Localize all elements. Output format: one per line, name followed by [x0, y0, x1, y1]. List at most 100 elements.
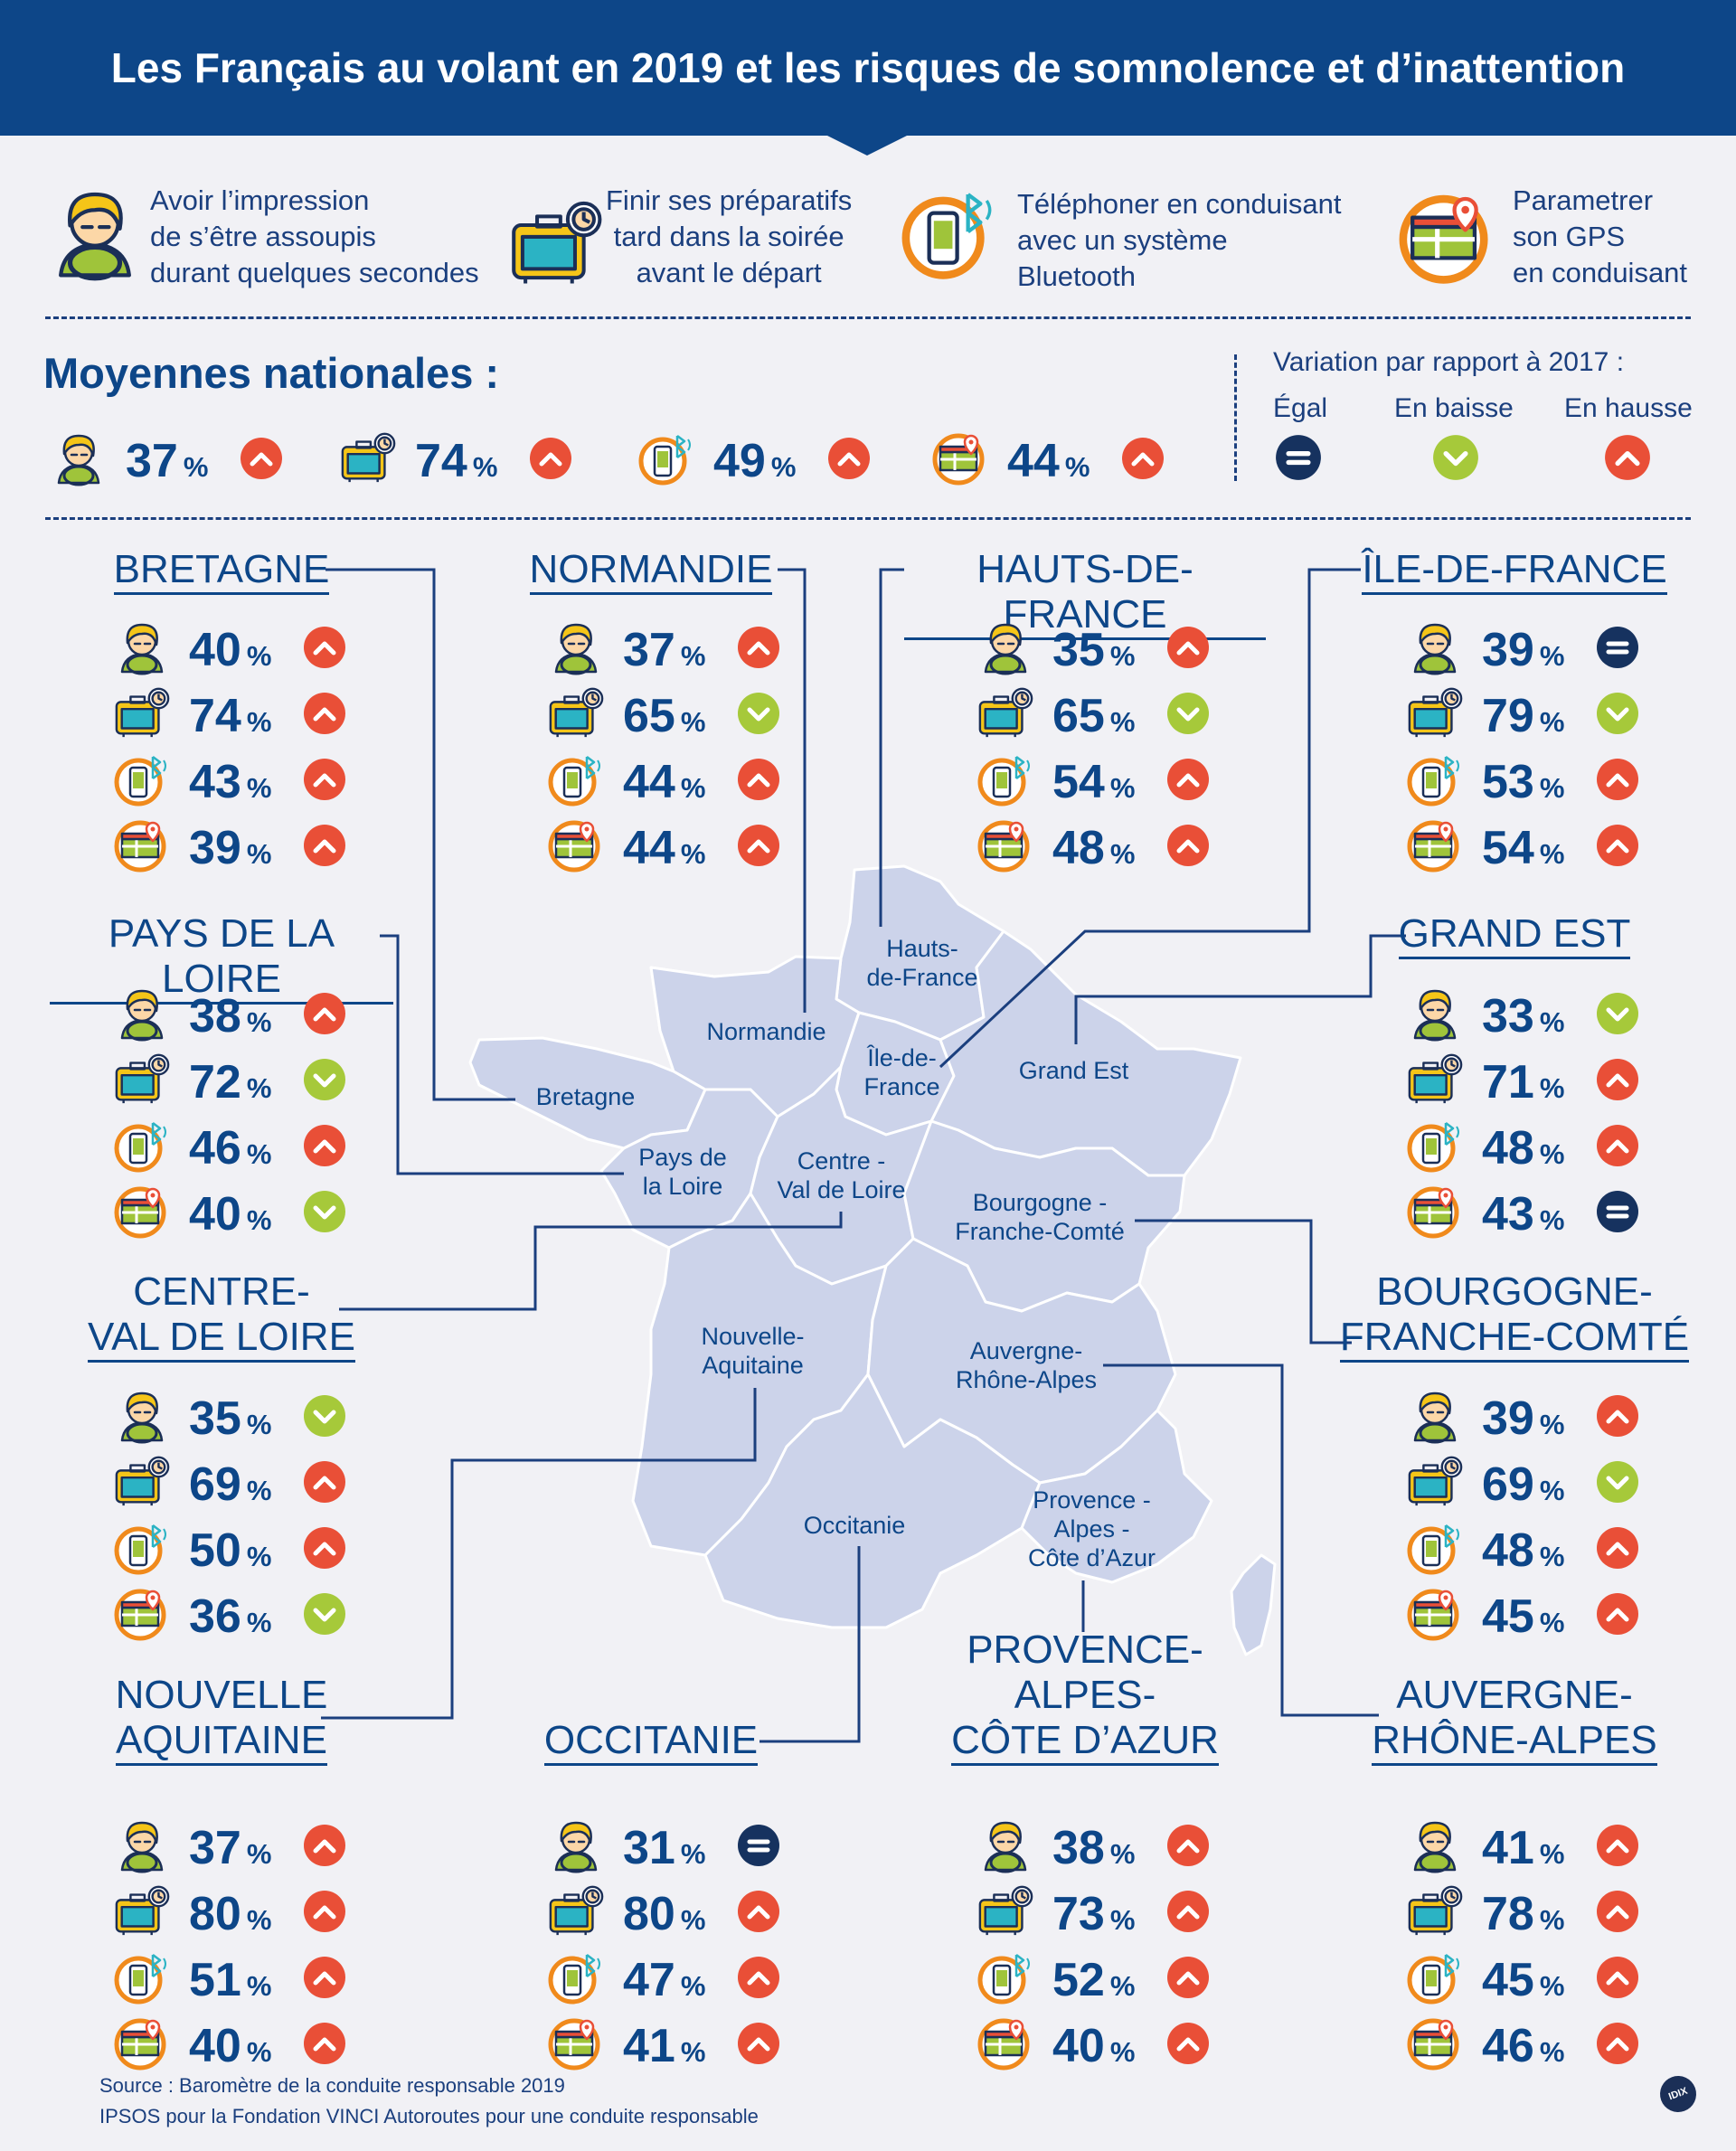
stat-number: 44: [623, 822, 675, 874]
region-stat: 37%: [547, 619, 782, 675]
region-stat: 31%: [547, 1817, 782, 1873]
region-stat: 45%: [1406, 1586, 1641, 1642]
stat-value: 79%: [1482, 691, 1564, 748]
stat-value: 80%: [189, 1889, 271, 1946]
stat-value: 38%: [189, 991, 271, 1048]
stat-value: 41%: [1482, 1823, 1564, 1880]
suitcase-clock-icon: [506, 199, 606, 289]
down-trend-icon: [1596, 992, 1639, 1035]
region-title-occitanie: OCCITANIE: [515, 1718, 787, 1766]
legend-text-drowsy: Avoir l’impression de s’être assoupis du…: [150, 184, 479, 288]
map-label-nouvelle-aquitaine: Nouvelle- Aquitaine: [701, 1323, 805, 1379]
stat-value: 40%: [189, 2021, 271, 2078]
stat-value: 45%: [1482, 1955, 1564, 2012]
phone-bluetooth-icon: [900, 179, 999, 288]
stat-number: 65: [623, 690, 675, 742]
region-stat: 40%: [113, 2015, 348, 2071]
stat-value: 80%: [623, 1889, 705, 1946]
percent-sign: %: [1539, 1970, 1565, 2002]
drowsy-driver-icon: [976, 619, 1034, 675]
stat-number: 72: [189, 1056, 241, 1109]
region-stat: 36%: [113, 1586, 348, 1642]
stat-value: 73%: [1052, 1889, 1135, 1946]
up-trend-icon: [303, 692, 346, 735]
equal-trend-icon: [1275, 434, 1322, 481]
page-title: Les Français au volant en 2019 et les ri…: [110, 44, 1626, 91]
stat-value: 74%: [415, 436, 497, 493]
stat-number: 44: [623, 756, 675, 808]
up-trend-icon: [240, 437, 283, 480]
suitcase-clock-icon: [113, 1883, 171, 1939]
region-stat: 41%: [1406, 1817, 1641, 1873]
legend-item-gps: Parametrer son GPS en conduisant: [1397, 179, 1704, 297]
region-title-ile-de-france: ÎLE-DE-FRANCE: [1352, 547, 1677, 595]
phone-bluetooth-icon: [547, 751, 605, 807]
suitcase-clock-icon: [1406, 1052, 1464, 1108]
stat-value: 40%: [189, 625, 271, 682]
percent-sign: %: [246, 1138, 272, 1170]
region-title-bretagne: BRETAGNE: [86, 547, 357, 595]
stat-value: 50%: [189, 1525, 271, 1582]
gps-map-icon: [113, 1184, 171, 1240]
stat-number: 74: [189, 690, 241, 742]
variation-down-label: En baisse: [1394, 393, 1514, 423]
stat-number: 33: [1482, 990, 1534, 1042]
gps-map-icon: [931, 430, 989, 486]
stat-value: 48%: [1482, 1123, 1564, 1180]
up-trend-icon: [1596, 1956, 1639, 1999]
percent-sign: %: [1539, 1541, 1565, 1572]
region-stat: 50%: [113, 1520, 348, 1576]
percent-sign: %: [680, 772, 706, 804]
percent-sign: %: [680, 706, 706, 738]
percent-sign: %: [1539, 772, 1565, 804]
legend-text-phone: Téléphoner en conduisant avec un système…: [1017, 188, 1342, 292]
drowsy-driver-icon: [113, 986, 171, 1042]
connector-hauts: [879, 568, 904, 927]
phone-bluetooth-icon: [547, 1949, 605, 2005]
phone-bluetooth-icon: [976, 1949, 1034, 2005]
header-notch: [824, 134, 910, 156]
stat-value: 39%: [1482, 625, 1564, 682]
up-trend-icon: [303, 758, 346, 801]
percent-sign: %: [1109, 2036, 1136, 2068]
up-trend-icon: [1121, 437, 1165, 480]
stat-value: 40%: [189, 1189, 271, 1246]
stat-value: 44%: [623, 757, 705, 814]
connector-auvergne: [1103, 1363, 1379, 1717]
connector-normandie: [778, 568, 807, 1013]
region-title-bourgogne: BOURGOGNE- FRANCHE-COMTÉ: [1334, 1269, 1695, 1363]
stat-number: 35: [1052, 624, 1105, 676]
region-stat: 71%: [1406, 1052, 1641, 1108]
stat-number: 80: [189, 1888, 241, 1940]
region-title-grand-est: GRAND EST: [1397, 911, 1632, 959]
stat-value: 46%: [1482, 2021, 1564, 2078]
stat-number: 79: [1482, 690, 1534, 742]
region-stat: 69%: [1406, 1454, 1641, 1510]
up-trend-icon: [1596, 1526, 1639, 1570]
stat-number: 39: [189, 822, 241, 874]
region-stat: 53%: [1406, 751, 1641, 807]
stat-value: 65%: [1052, 691, 1135, 748]
stat-value: 65%: [623, 691, 705, 748]
gps-map-icon: [113, 817, 171, 873]
suitcase-clock-icon: [547, 685, 605, 741]
stat-number: 45: [1482, 1954, 1534, 2006]
region-stat: 52%: [976, 1949, 1212, 2005]
up-trend-icon: [737, 2022, 780, 2065]
region-stat: 46%: [1406, 2015, 1641, 2071]
up-trend-icon: [1166, 2022, 1210, 2065]
stat-number: 71: [1482, 1056, 1534, 1109]
map-region-paca: [1020, 1409, 1213, 1584]
down-trend-icon: [1166, 692, 1210, 735]
gps-map-icon: [113, 2015, 171, 2071]
up-trend-icon: [1596, 758, 1639, 801]
stat-number: 49: [713, 435, 766, 487]
percent-sign: %: [472, 451, 498, 483]
percent-sign: %: [1109, 706, 1136, 738]
region-stat: 48%: [1406, 1118, 1641, 1174]
source-note: Source : Baromètre de la conduite respon…: [99, 2074, 759, 2127]
stat-number: 48: [1482, 1524, 1534, 1577]
region-stat: 47%: [547, 1949, 782, 2005]
up-trend-icon: [303, 1890, 346, 1933]
map-region-occitanie: [703, 1373, 1042, 1629]
